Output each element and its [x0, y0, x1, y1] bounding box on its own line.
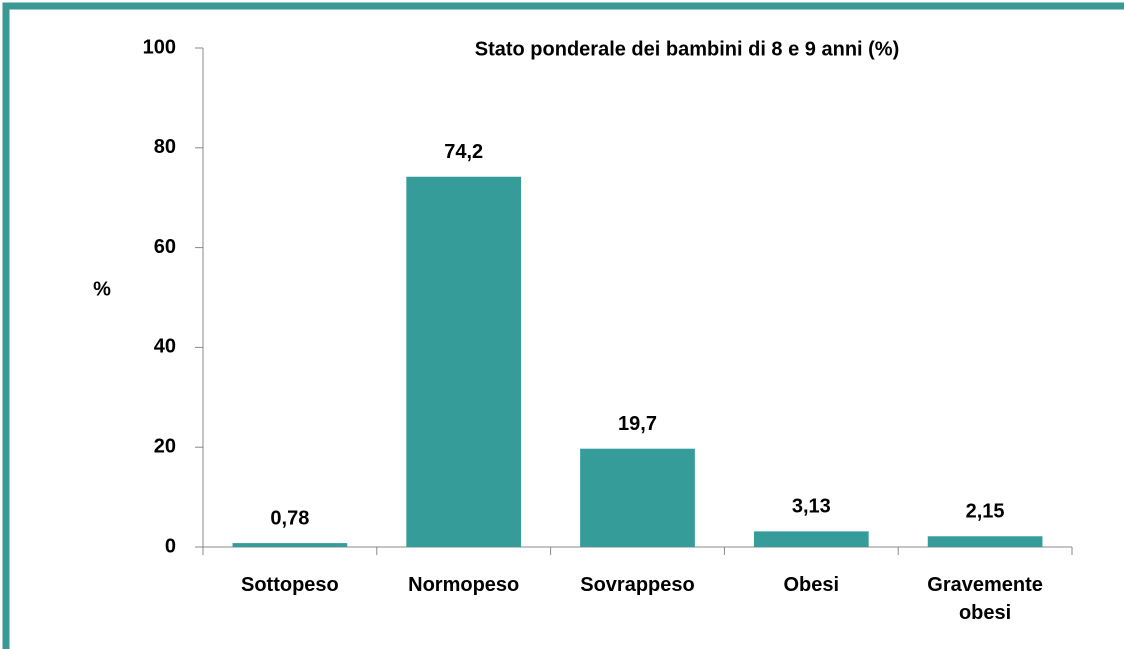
bar [232, 543, 348, 547]
y-axis-label: % [93, 278, 111, 300]
y-tick-label: 80 [154, 136, 176, 158]
y-tick-label: 0 [165, 535, 176, 557]
x-tick-label: Gravemente obesi [927, 574, 1043, 624]
x-tick-label: Normopeso [408, 574, 520, 596]
value-label: 2,15 [966, 501, 1005, 523]
value-label: 0,78 [270, 507, 309, 529]
value-label: 19,7 [618, 413, 657, 435]
value-label: 3,13 [792, 496, 831, 518]
y-tick-label: 40 [154, 336, 176, 358]
x-tick-label: Obesi [783, 574, 840, 596]
x-tick-label: Sovrappeso [580, 574, 695, 596]
bar [406, 176, 522, 547]
bar [927, 536, 1043, 547]
y-tick-label: 60 [154, 236, 176, 258]
chart-title: Stato ponderale dei bambini di 8 e 9 ann… [475, 38, 900, 60]
bar [580, 448, 695, 547]
y-tick-label: 100 [143, 36, 176, 58]
value-label: 74,2 [444, 141, 483, 163]
y-tick-label: 20 [154, 435, 176, 457]
x-tick-label: Sottopeso [241, 574, 339, 596]
bar [753, 531, 869, 547]
